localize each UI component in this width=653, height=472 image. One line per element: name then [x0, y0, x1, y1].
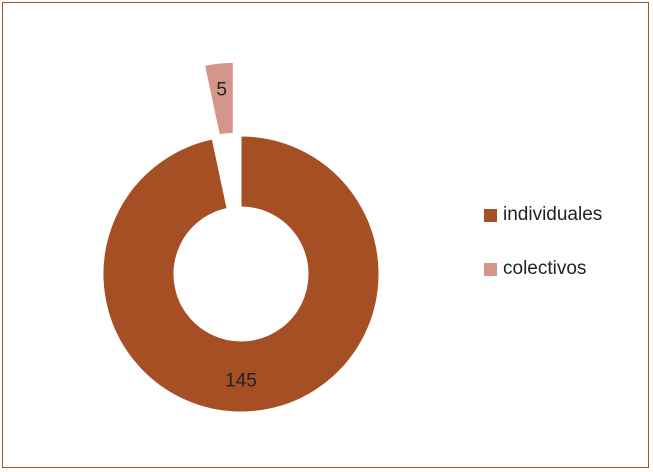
data-label-colectivos: 5	[216, 80, 227, 101]
data-label-individuales: 145	[225, 371, 257, 392]
legend-item-colectivos: colectivos	[484, 257, 644, 281]
legend-swatch-colectivos	[484, 262, 497, 276]
legend-label-colectivos: colectivos	[503, 258, 587, 279]
chart-legend: individuales colectivos	[484, 203, 644, 311]
donut-slice-individuales	[102, 135, 380, 413]
donut-slice-colectivos	[203, 61, 234, 136]
legend-swatch-individuales	[484, 208, 497, 222]
legend-label-individuales: individuales	[503, 204, 603, 225]
legend-item-individuales: individuales	[484, 203, 644, 227]
